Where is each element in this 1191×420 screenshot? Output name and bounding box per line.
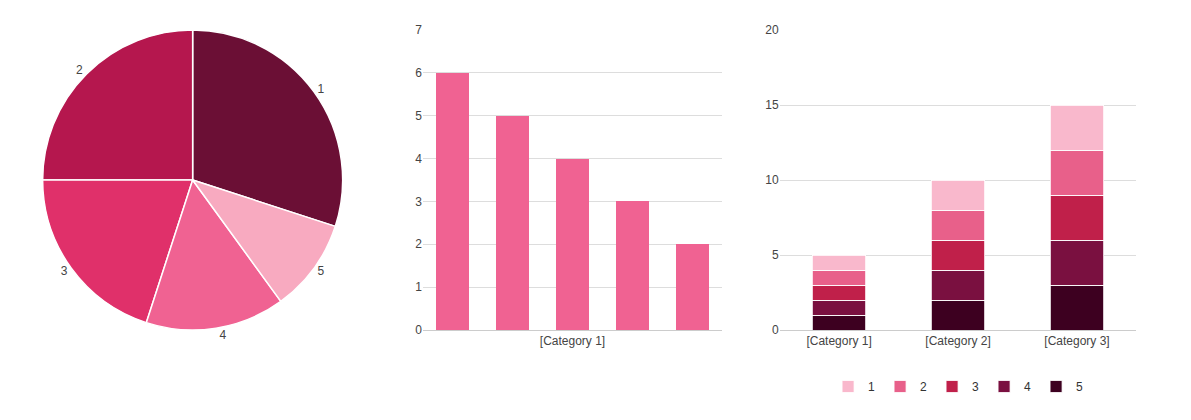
svg-text:4: 4 bbox=[1024, 380, 1031, 394]
svg-text:2: 2 bbox=[920, 380, 927, 394]
svg-text:0: 0 bbox=[415, 323, 422, 337]
svg-text:3: 3 bbox=[972, 380, 979, 394]
svg-text:[Category 3]: [Category 3] bbox=[1044, 334, 1109, 348]
svg-text:3: 3 bbox=[415, 195, 422, 209]
svg-text:5: 5 bbox=[1076, 380, 1083, 394]
svg-text:1: 1 bbox=[415, 280, 422, 294]
svg-text:5: 5 bbox=[318, 264, 325, 278]
svg-text:6: 6 bbox=[415, 66, 422, 80]
svg-text:2: 2 bbox=[415, 237, 422, 251]
svg-text:1: 1 bbox=[318, 82, 325, 96]
svg-text:10: 10 bbox=[765, 173, 779, 187]
svg-text:5: 5 bbox=[415, 109, 422, 123]
svg-text:20: 20 bbox=[765, 23, 779, 37]
svg-text:[Category 2]: [Category 2] bbox=[925, 334, 990, 348]
svg-text:1: 1 bbox=[868, 380, 875, 394]
svg-text:4: 4 bbox=[220, 328, 227, 342]
svg-text:15: 15 bbox=[765, 98, 779, 112]
svg-text:[Category 1]: [Category 1] bbox=[540, 334, 605, 348]
svg-text:7: 7 bbox=[415, 23, 422, 37]
svg-text:0: 0 bbox=[772, 323, 779, 337]
svg-text:3: 3 bbox=[61, 264, 68, 278]
svg-text:[Category 1]: [Category 1] bbox=[806, 334, 871, 348]
svg-text:4: 4 bbox=[415, 152, 422, 166]
svg-text:5: 5 bbox=[772, 248, 779, 262]
svg-text:2: 2 bbox=[76, 63, 83, 77]
